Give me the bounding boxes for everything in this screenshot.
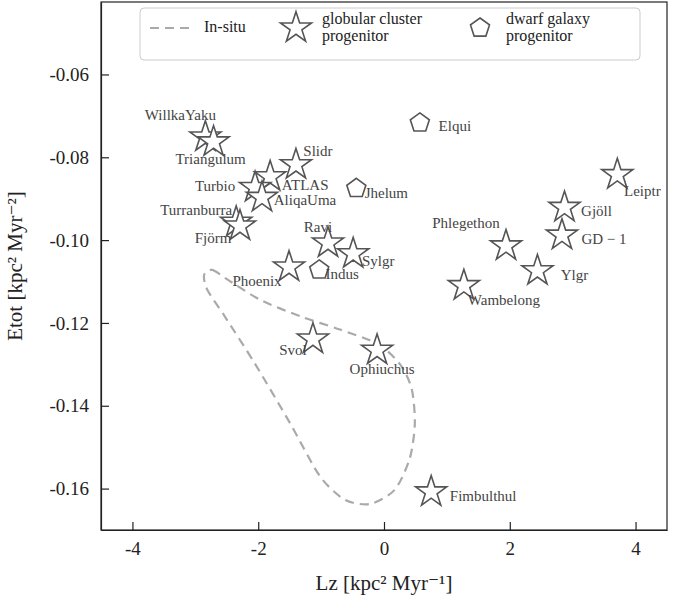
x-tick-mark — [384, 522, 385, 530]
star-marker — [549, 191, 580, 221]
point-label: Slidr — [303, 143, 332, 159]
point-label: Indus — [326, 266, 359, 282]
point-label: WillkaYaku — [145, 107, 217, 123]
star-marker — [490, 230, 521, 260]
chart: -4 -2 0 2 4 -0.06 -0.08 -0.10 -0.12 -0.14 -0.16 Lz … — [0, 0, 683, 600]
plot-frame — [101, 2, 667, 530]
y-tick-label: -0.08 — [49, 147, 89, 168]
x-tick-mark — [132, 522, 133, 530]
y-tick-label: -0.06 — [49, 64, 89, 85]
star-marker — [362, 334, 393, 364]
legend-label: dwarf galaxyprogenitor — [506, 9, 590, 44]
x-tick-mark — [635, 522, 636, 530]
point-label: Turranburra — [160, 202, 232, 218]
x-axis-title: Lz [kpc² Myr⁻¹] — [316, 571, 453, 595]
y-tick-mark — [101, 488, 109, 489]
star-marker — [416, 476, 447, 506]
legend-label-line: In-situ — [204, 18, 246, 35]
point-label: Ylgr — [561, 267, 589, 283]
legend-line — [150, 27, 190, 29]
y-tick-mark — [101, 323, 109, 324]
y-tick-label: -0.14 — [49, 395, 89, 416]
y-axis: -0.06 -0.08 -0.10 -0.12 -0.14 -0.16 — [49, 3, 109, 531]
x-tick: -2 — [251, 522, 267, 559]
point-label: ATLAS — [282, 177, 329, 193]
y-tick-mark — [101, 406, 109, 407]
in-situ-contour — [204, 270, 415, 505]
x-tick: -4 — [125, 522, 141, 559]
y-tick-label: -0.12 — [49, 313, 89, 334]
point-label: Ophiuchus — [350, 361, 415, 377]
y-tick: -0.14 — [49, 395, 109, 416]
y-tick-mark — [101, 240, 109, 241]
y-axis-title: Etot [kpc² Myr⁻²] — [3, 191, 27, 341]
point-label: Elqui — [439, 118, 472, 134]
x-axis: -4 -2 0 2 4 — [102, 522, 668, 559]
x-tick-label: -2 — [251, 538, 267, 559]
point-label: Phoenix — [232, 273, 282, 289]
point-label: Wambelong — [468, 292, 541, 308]
x-tick: 4 — [631, 522, 641, 559]
y-tick: -0.06 — [49, 64, 109, 85]
x-tick-label: 4 — [631, 538, 641, 559]
y-tick: -0.10 — [49, 230, 109, 251]
legend-label: In-situ — [204, 18, 246, 35]
x-tick: 2 — [506, 522, 516, 559]
point-label: Leiptr — [624, 183, 661, 199]
star-marker — [522, 254, 553, 284]
legend-marker — [280, 12, 311, 42]
y-tick-label: -0.10 — [49, 230, 89, 251]
point-label: Ravi — [304, 219, 332, 235]
legend-label: globular clusterprogenitor — [322, 9, 423, 44]
plot-area — [190, 113, 633, 505]
point-label: Turbio — [195, 178, 235, 194]
pentagon-marker — [410, 113, 429, 131]
legend: In-situglobular clusterprogenitordwarf g… — [140, 8, 640, 60]
legend-marker — [470, 18, 489, 36]
point-labels: WillkaYaku Triangulum Slidr ATLAS Turbio Aliq… — [145, 107, 661, 504]
x-tick-label: 2 — [506, 538, 516, 559]
x-tick-label: 0 — [380, 538, 390, 559]
point-label: AliqaUma — [274, 192, 337, 208]
point-label: Jhelum — [365, 185, 409, 201]
point-label: Fimbulthul — [450, 488, 517, 504]
point-label: Sylgr — [362, 253, 395, 269]
x-tick: 0 — [380, 522, 390, 559]
x-tick-mark — [510, 522, 511, 530]
y-tick-mark — [101, 74, 109, 75]
x-tick-label: -4 — [125, 538, 141, 559]
legend-label-line: dwarf galaxy — [506, 9, 590, 27]
star-marker — [546, 219, 577, 249]
y-tick-mark — [101, 157, 109, 158]
pentagon-marker — [347, 178, 366, 196]
legend-box — [140, 8, 640, 60]
point-label: Fjörm — [195, 230, 232, 246]
legend-label-line: progenitor — [322, 26, 389, 44]
x-tick-mark — [258, 522, 259, 530]
y-tick-label: -0.16 — [49, 478, 89, 499]
y-tick: -0.08 — [49, 147, 109, 168]
legend-label-line: progenitor — [506, 26, 573, 44]
y-tick: -0.16 — [49, 478, 109, 499]
legend-label-line: globular cluster — [322, 9, 423, 27]
point-label: GD − 1 — [581, 231, 626, 247]
point-label: Svol — [279, 342, 307, 358]
y-tick: -0.12 — [49, 313, 109, 334]
point-label: Triangulum — [175, 151, 246, 167]
point-label: Phlegethon — [432, 215, 500, 231]
point-label: Gjöll — [581, 203, 612, 219]
